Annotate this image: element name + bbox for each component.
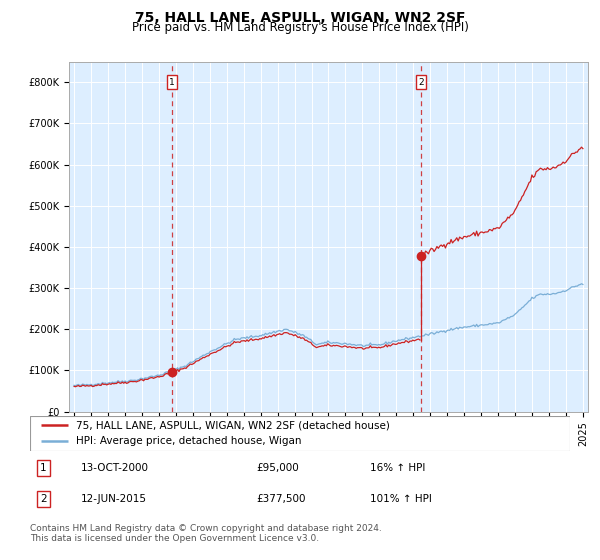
Text: 1: 1 [169,78,175,87]
Text: £377,500: £377,500 [257,494,306,503]
Text: 12-JUN-2015: 12-JUN-2015 [82,494,148,503]
Text: 75, HALL LANE, ASPULL, WIGAN, WN2 2SF: 75, HALL LANE, ASPULL, WIGAN, WN2 2SF [135,11,465,25]
Text: Price paid vs. HM Land Registry's House Price Index (HPI): Price paid vs. HM Land Registry's House … [131,21,469,34]
Text: Contains HM Land Registry data © Crown copyright and database right 2024.
This d: Contains HM Land Registry data © Crown c… [30,524,382,543]
Text: 1: 1 [40,464,47,473]
Text: HPI: Average price, detached house, Wigan: HPI: Average price, detached house, Wiga… [76,436,301,446]
Text: 2: 2 [418,78,424,87]
Text: 75, HALL LANE, ASPULL, WIGAN, WN2 2SF (detached house): 75, HALL LANE, ASPULL, WIGAN, WN2 2SF (d… [76,420,390,430]
Text: 101% ↑ HPI: 101% ↑ HPI [370,494,432,503]
Text: 16% ↑ HPI: 16% ↑ HPI [370,464,425,473]
Text: £95,000: £95,000 [257,464,299,473]
Text: 2: 2 [40,494,47,503]
Text: 13-OCT-2000: 13-OCT-2000 [82,464,149,473]
